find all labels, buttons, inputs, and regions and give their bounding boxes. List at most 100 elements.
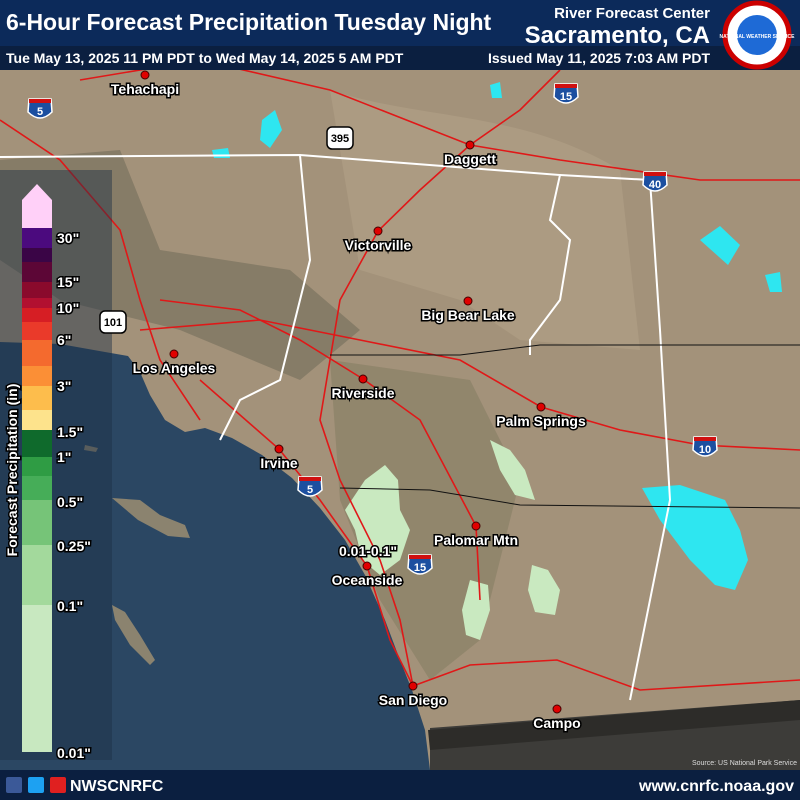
interstate-shield <box>692 436 718 457</box>
legend-label: 6" <box>57 332 71 348</box>
logo-text: NATIONAL WEATHER SERVICE <box>720 34 796 40</box>
valid-period: Tue May 13, 2025 11 PM PDT to Wed May 14… <box>6 50 404 66</box>
legend-label: 0.5" <box>57 494 83 510</box>
interstate-cap <box>644 172 666 176</box>
highway-number: 15 <box>414 562 426 574</box>
legend-band <box>22 430 52 457</box>
youtube-icon[interactable] <box>50 777 66 793</box>
subheader-bar <box>0 46 800 70</box>
social-handle[interactable]: NWSCNRFC <box>70 778 164 795</box>
island <box>84 445 98 452</box>
highway-number: 101 <box>104 317 122 329</box>
highway-number: 10 <box>699 444 711 456</box>
city-dot <box>463 296 473 306</box>
highway-number: 5 <box>37 106 43 118</box>
legend-label: 30" <box>57 230 79 246</box>
legend-title: Forecast Precipitation (in) <box>4 384 20 557</box>
facebook-icon[interactable] <box>6 777 22 793</box>
website[interactable]: www.cnrfc.noaa.gov <box>638 778 794 795</box>
road <box>139 319 800 451</box>
precip-patches <box>345 440 560 640</box>
lake <box>765 272 782 292</box>
island <box>112 605 155 665</box>
highway-number: 15 <box>560 91 572 103</box>
highway-number: 395 <box>331 133 349 145</box>
highway-number: 5 <box>307 484 313 496</box>
lake <box>700 226 740 265</box>
title: 6-Hour Forecast Precipitation Tuesday Ni… <box>6 9 492 35</box>
city-label: Oceanside <box>332 572 403 588</box>
city-dot <box>140 70 150 80</box>
legend-band <box>22 282 52 298</box>
precip-area <box>462 580 490 640</box>
precip-area <box>345 465 410 575</box>
city-dot <box>169 349 179 359</box>
legend-band <box>22 386 52 410</box>
city-dot <box>471 521 481 531</box>
city-dot <box>408 681 418 691</box>
legend-backdrop <box>0 170 112 760</box>
road <box>0 119 201 421</box>
source-note: Source: US National Park Service <box>692 760 797 767</box>
city-dot <box>358 374 368 384</box>
precip-annotation: 0.01-0.1" <box>339 543 397 559</box>
legend-band <box>22 298 52 308</box>
footer-bar <box>0 770 800 800</box>
legend-band <box>22 308 52 322</box>
legend-band <box>22 605 52 752</box>
legend-band <box>22 228 52 248</box>
header-bar <box>0 0 800 46</box>
city-label: Big Bear Lake <box>421 307 515 323</box>
county-line <box>330 344 800 356</box>
island <box>112 498 190 538</box>
twitter-icon[interactable] <box>28 777 44 793</box>
legend-band <box>22 248 52 262</box>
legend-label: 1" <box>57 449 71 465</box>
us-shield <box>326 126 354 150</box>
precip-area <box>490 440 535 500</box>
city-label: Irvine <box>260 455 298 471</box>
county-line <box>339 487 800 509</box>
lake <box>260 110 282 148</box>
city-dot <box>536 402 546 412</box>
city-dot <box>552 704 562 714</box>
legend-band <box>22 366 52 386</box>
interstate-cap <box>555 84 577 88</box>
interstate-cap <box>694 437 716 441</box>
legend-arrow <box>22 184 52 228</box>
legend: 30" 15" 10" 6" 3" 1.5" 1" 0.5" 0.25" 0.1" 0.01" <box>22 184 92 763</box>
cities: Tehachapi Daggett Victorville Big Bear Lake… <box>109 70 587 733</box>
legend-label: 0.01" <box>57 745 91 761</box>
city-label: Riverside <box>331 385 394 401</box>
legend-band <box>22 457 52 476</box>
city-label: Los Angeles <box>133 360 216 376</box>
interstate-cap <box>29 99 51 103</box>
interstate-shield <box>27 98 53 119</box>
interstate-shield <box>297 476 323 497</box>
city-dot <box>362 561 372 571</box>
interstate-shield <box>407 554 433 575</box>
interstate-shield <box>553 83 579 104</box>
lake <box>490 82 502 98</box>
highway-shields: 5 15 395 40 101 10 5 15 <box>27 83 718 575</box>
us-shield <box>99 310 127 334</box>
legend-label: 0.25" <box>57 538 91 554</box>
road <box>412 659 800 691</box>
city-label: Daggett <box>444 151 496 167</box>
legend-label: 15" <box>57 274 79 290</box>
road <box>319 69 561 687</box>
county-border <box>219 154 312 441</box>
legend-band <box>22 262 52 282</box>
office-line2: Sacramento, CA <box>525 22 710 49</box>
legend-band <box>22 340 52 366</box>
precip-area <box>528 565 560 615</box>
ocean <box>0 342 430 770</box>
legend-label: 0.1" <box>57 598 83 614</box>
city-dot <box>465 140 475 150</box>
interstate-cap <box>409 555 431 559</box>
legend-label: 3" <box>57 378 71 394</box>
legend-band <box>22 410 52 430</box>
legend-band <box>22 545 52 605</box>
road <box>199 379 414 687</box>
